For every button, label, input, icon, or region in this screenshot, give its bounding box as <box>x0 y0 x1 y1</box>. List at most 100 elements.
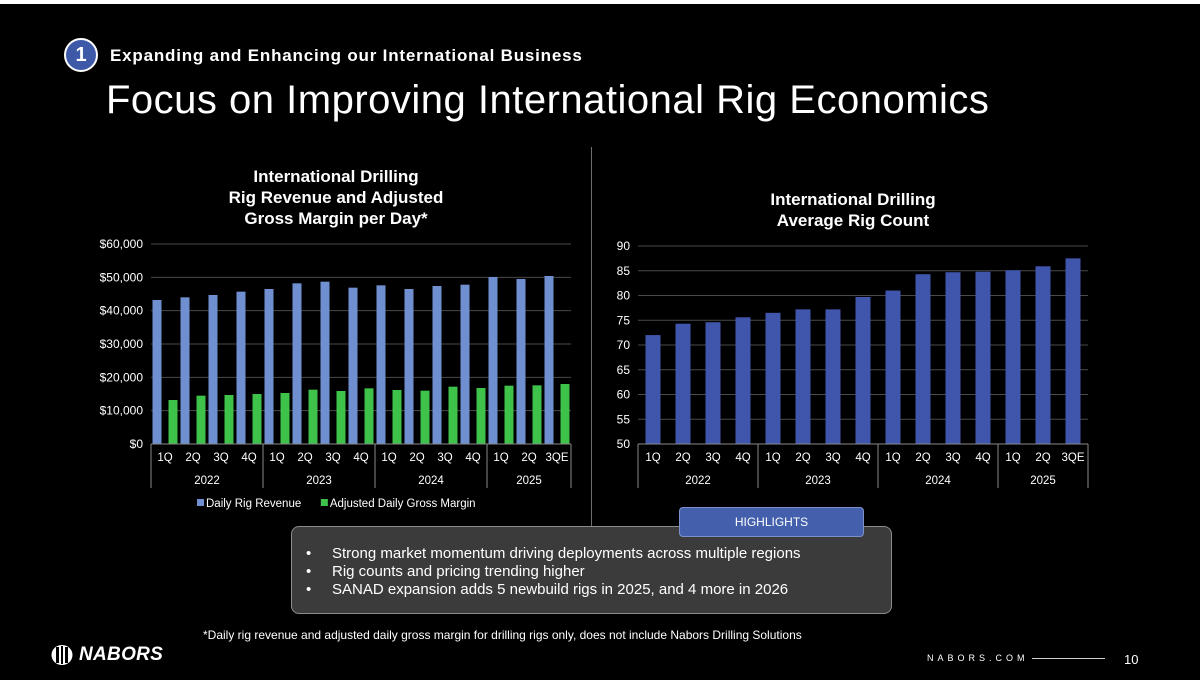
rig-count-chart-y-tick-label: 85 <box>617 264 631 278</box>
revenue-chart-bar-a <box>292 283 302 444</box>
revenue-chart-y-tick-label: $30,000 <box>100 337 144 351</box>
revenue-chart-bar-b <box>280 393 290 444</box>
rig-count-chart-bar-a <box>675 323 691 444</box>
revenue-chart-title-line: International Drilling <box>253 167 419 186</box>
chart-divider <box>591 147 592 527</box>
slide-background: 1 Expanding and Enhancing our Internatio… <box>0 4 1200 680</box>
revenue-chart-group-label: 2024 <box>418 475 444 487</box>
revenue-chart-bar-b <box>252 394 262 444</box>
revenue-chart-bar-a <box>208 295 218 444</box>
revenue-chart-bar-b <box>560 384 570 444</box>
revenue-chart-legend-label: Adjusted Daily Gross Margin <box>330 498 476 510</box>
rig-count-chart-x-tick-label: 3Q <box>945 452 960 464</box>
rig-count-chart-bar-a <box>705 322 721 444</box>
rig-count-chart-title-line: International Drilling <box>770 190 936 209</box>
rig-count-chart-x-tick-label: 2Q <box>675 452 690 464</box>
rig-count-chart-x-tick-label: 3Q <box>825 452 840 464</box>
revenue-chart-bar-a <box>432 286 442 444</box>
rig-count-chart-x-tick-label: 4Q <box>735 452 750 464</box>
revenue-chart-x-tick-label: 1Q <box>381 452 396 464</box>
nabors-logo-icon <box>51 645 73 665</box>
rig-count-chart-y-tick-label: 65 <box>617 363 631 377</box>
revenue-chart-x-tick-label: 4Q <box>465 452 480 464</box>
rig-count-chart-y-tick-label: 70 <box>617 338 631 352</box>
revenue-chart-bar-a <box>320 281 330 444</box>
revenue-chart-bar-b <box>364 388 374 444</box>
rig-count-chart-group-label: 2023 <box>805 475 831 487</box>
page-number: 10 <box>1124 652 1139 667</box>
highlights-tab: HIGHLIGHTS <box>679 507 864 537</box>
rig-count-chart-y-tick-label: 80 <box>617 289 631 303</box>
rig-count-chart-y-tick-label: 90 <box>617 239 631 253</box>
rig-count-chart-x-tick-label: 1Q <box>885 452 900 464</box>
revenue-chart-x-tick-label: 2Q <box>297 452 312 464</box>
revenue-chart-bar-a <box>152 300 162 444</box>
revenue-chart-bar-a <box>376 285 386 444</box>
revenue-chart-title-line: Gross Margin per Day* <box>244 209 428 228</box>
rig-count-chart-y-tick-label: 55 <box>617 412 631 426</box>
revenue-chart-x-tick-label: 1Q <box>269 452 284 464</box>
logo-text: NABORS <box>79 644 164 665</box>
rig-count-chart-x-tick-label: 3QE <box>1061 452 1084 464</box>
revenue-chart-x-tick-label: 3Q <box>437 452 452 464</box>
revenue-chart-title-line: Rig Revenue and Adjusted <box>228 188 444 207</box>
rig-count-chart-group-label: 2024 <box>925 475 951 487</box>
revenue-chart-legend-swatch <box>320 499 328 506</box>
rig-count-chart: 50 55 60 65 70 75 80 85 90 1Q 2Q 3Q 4Q 1Q 2Q 3Q 4Q 1Q 2Q 3Q… <box>617 239 1089 488</box>
rig-count-chart-title-line: Average Rig Count <box>776 211 930 230</box>
revenue-margin-chart: $0 $10,000 $20,000 $30,000 $40,000 $50,000 $60… <box>100 237 572 510</box>
section-number-badge: 1 <box>64 38 98 72</box>
rig-count-chart-bar-a <box>885 290 901 444</box>
revenue-chart-x-tick-label: 4Q <box>353 452 368 464</box>
highlight-item: Rig counts and pricing trending higher <box>292 563 891 581</box>
rig-count-chart-bar-a <box>645 335 661 444</box>
revenue-chart-bar-b <box>196 395 206 444</box>
rig-count-chart-x-tick-label: 2Q <box>795 452 810 464</box>
revenue-chart-y-tick-label: $60,000 <box>100 237 144 251</box>
revenue-chart-y-tick-label: $40,000 <box>100 304 144 318</box>
revenue-chart-x-tick-label: 2Q <box>521 452 536 464</box>
revenue-chart-group-label: 2022 <box>194 475 220 487</box>
revenue-chart-bar-a <box>236 291 246 444</box>
revenue-chart-legend-label: Daily Rig Revenue <box>206 498 301 510</box>
highlights-box: Strong market momentum driving deploymen… <box>291 526 892 614</box>
rig-count-chart-x-tick-label: 1Q <box>765 452 780 464</box>
rig-count-chart-y-tick-label: 50 <box>617 437 631 451</box>
rig-count-chart-bar-a <box>795 309 811 444</box>
revenue-chart-x-tick-label: 2Q <box>185 452 200 464</box>
rig-count-chart-bar-a <box>1035 266 1051 444</box>
website-link[interactable]: NABORS.COM <box>927 653 1029 663</box>
rig-count-chart-bar-a <box>825 309 841 444</box>
rig-count-chart-x-tick-label: 1Q <box>1005 452 1020 464</box>
revenue-chart-x-tick-label: 4Q <box>241 452 256 464</box>
rig-count-chart-bar-a <box>1065 258 1081 444</box>
revenue-chart-bar-a <box>488 277 498 444</box>
rig-count-chart-bar-a <box>1005 270 1021 444</box>
revenue-chart-y-tick-label: $20,000 <box>100 370 144 384</box>
revenue-chart-bar-b <box>476 388 486 444</box>
rig-count-chart-group-label: 2022 <box>685 475 711 487</box>
rig-count-chart-bar-a <box>735 317 751 444</box>
rig-count-chart-bar-a <box>975 271 991 444</box>
revenue-chart-x-tick-label: 3QE <box>545 452 568 464</box>
revenue-chart-bar-a <box>404 289 414 444</box>
highlights-list: Strong market momentum driving deploymen… <box>292 527 891 599</box>
revenue-chart-bar-b <box>168 400 178 444</box>
revenue-chart-bar-b <box>224 395 234 444</box>
rig-count-chart-bar-a <box>765 312 781 444</box>
revenue-chart-bar-b <box>336 391 346 444</box>
revenue-chart-bar-b <box>420 390 430 444</box>
revenue-chart-bar-b <box>392 390 402 444</box>
revenue-chart-group-label: 2023 <box>306 475 332 487</box>
rig-count-chart-bar-a <box>945 272 961 444</box>
highlight-item: SANAD expansion adds 5 newbuild rigs in … <box>292 581 891 599</box>
rig-count-chart-x-tick-label: 3Q <box>705 452 720 464</box>
revenue-chart-x-tick-label: 1Q <box>493 452 508 464</box>
revenue-chart-x-tick-label: 2Q <box>409 452 424 464</box>
rig-count-chart-x-tick-label: 2Q <box>915 452 930 464</box>
rig-count-chart-bar-a <box>915 274 931 444</box>
rig-count-chart-y-tick-label: 75 <box>617 313 631 327</box>
revenue-chart-bar-b <box>448 386 458 444</box>
revenue-chart-bar-a <box>264 289 274 444</box>
